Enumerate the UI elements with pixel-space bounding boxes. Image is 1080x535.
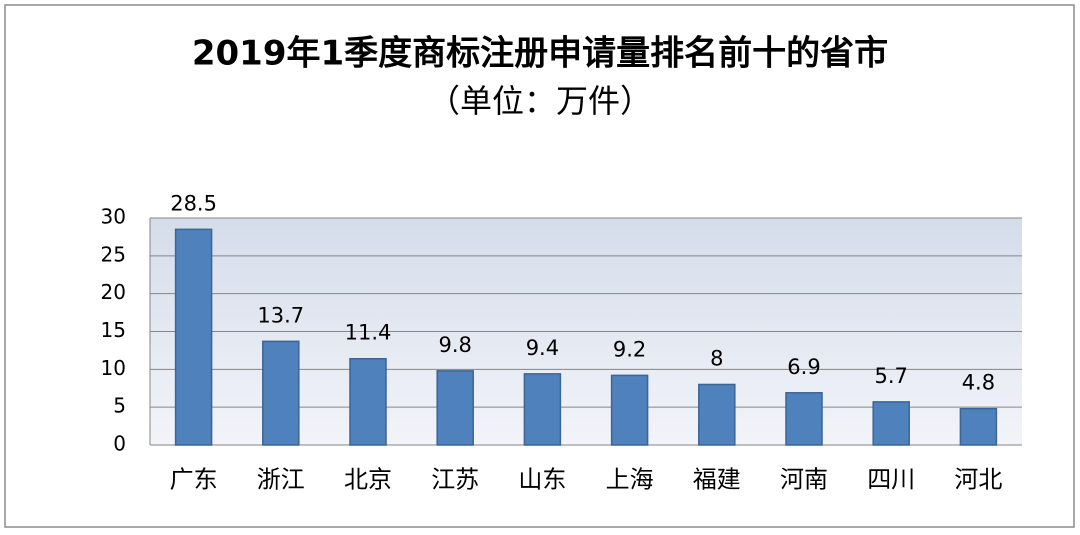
data-label: 4.8 bbox=[962, 371, 995, 395]
data-label: 6.9 bbox=[787, 355, 820, 379]
bar bbox=[436, 370, 474, 446]
bar bbox=[174, 228, 213, 446]
x-tick-label: 浙江 bbox=[257, 466, 305, 494]
y-tick-label: 5 bbox=[113, 394, 126, 418]
x-tick-label: 福建 bbox=[693, 466, 741, 494]
data-label: 8 bbox=[710, 346, 723, 370]
bar bbox=[262, 340, 300, 446]
chart-subtitle: （单位：万件） bbox=[428, 82, 652, 120]
data-label: 9.4 bbox=[526, 336, 559, 360]
x-tick-label: 广东 bbox=[170, 466, 218, 494]
data-label: 28.5 bbox=[170, 191, 217, 215]
data-label: 9.8 bbox=[438, 333, 471, 357]
data-label: 9.2 bbox=[613, 337, 646, 361]
x-tick-label: 河北 bbox=[954, 466, 1002, 494]
data-label: 11.4 bbox=[345, 321, 392, 345]
bar bbox=[785, 392, 823, 446]
bar bbox=[523, 373, 562, 446]
bar bbox=[610, 374, 649, 446]
x-tick-label: 四川 bbox=[867, 466, 915, 494]
x-tick-label: 江苏 bbox=[431, 466, 479, 494]
y-tick-label: 0 bbox=[113, 432, 126, 456]
bar bbox=[349, 357, 387, 446]
chart-title: 2019年1季度商标注册申请量排名前十的省市 bbox=[192, 34, 888, 74]
y-tick-label: 20 bbox=[101, 280, 126, 304]
x-tick-label: 山东 bbox=[518, 466, 566, 494]
data-label: 5.7 bbox=[874, 364, 907, 388]
bar bbox=[959, 407, 998, 446]
bar bbox=[872, 401, 910, 446]
y-tick-label: 30 bbox=[101, 205, 126, 229]
x-tick-label: 北京 bbox=[344, 466, 392, 494]
y-tick-label: 10 bbox=[101, 356, 126, 380]
data-label: 13.7 bbox=[257, 303, 304, 327]
bar bbox=[698, 383, 736, 446]
y-tick-label: 15 bbox=[101, 318, 126, 342]
y-tick-label: 25 bbox=[101, 242, 126, 266]
x-tick-label: 河南 bbox=[780, 466, 828, 494]
x-tick-label: 上海 bbox=[606, 466, 654, 494]
